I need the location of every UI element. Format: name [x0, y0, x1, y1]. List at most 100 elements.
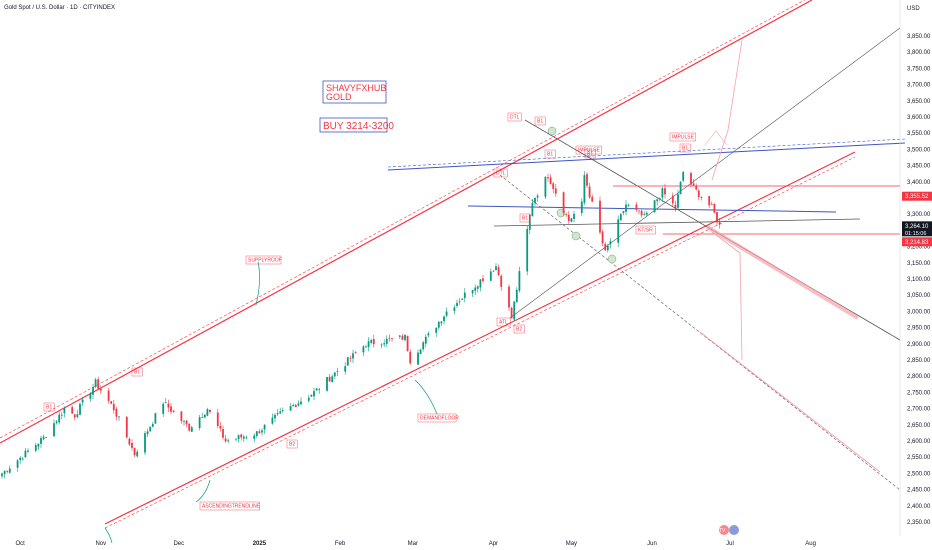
- candle-body: [697, 190, 700, 198]
- candle-body: [151, 423, 154, 427]
- asc-tail-2: [104, 527, 113, 544]
- candle: [552, 182, 555, 194]
- candle: [565, 212, 568, 217]
- candle-body: [617, 219, 620, 243]
- candle-body: [63, 408, 66, 414]
- candle: [209, 409, 211, 414]
- candle-body: [417, 352, 419, 365]
- candle: [71, 405, 74, 414]
- candle-body: [58, 414, 61, 423]
- candle: [716, 211, 718, 226]
- y-tick-label: 2,550.00: [907, 455, 931, 461]
- b1-label-nov-text: B1: [134, 370, 140, 376]
- ascending-trendline-label-text: ASCENDINGTRENDLINE: [202, 504, 261, 510]
- y-tick-label: 2,350.00: [907, 520, 931, 526]
- candle: [37, 443, 40, 450]
- candle-body: [385, 338, 388, 344]
- candle: [534, 197, 536, 206]
- y-tick-label: 2,600.00: [907, 439, 931, 445]
- candle-body: [640, 210, 643, 216]
- y-tick-label: 3,600.00: [907, 115, 931, 121]
- candle: [562, 191, 565, 217]
- candle-body: [94, 379, 97, 387]
- b1-label-jun: B1: [679, 143, 691, 153]
- candle-body: [146, 431, 149, 435]
- candle-body: [528, 214, 531, 230]
- candle: [713, 203, 716, 214]
- candle: [471, 289, 474, 297]
- candle-body: [424, 336, 427, 344]
- candle: [583, 171, 586, 206]
- candle-body: [289, 405, 292, 411]
- candle-body: [118, 416, 120, 418]
- candle: [528, 214, 531, 235]
- candle-body: [445, 311, 448, 316]
- candle-body: [115, 408, 118, 417]
- candle: [515, 287, 518, 303]
- candle: [242, 434, 245, 443]
- candle: [128, 437, 131, 447]
- candle: [536, 193, 539, 202]
- y-tick-label: 3,150.00: [907, 261, 931, 267]
- trade-idea-text: BUY 3214-3200: [323, 121, 394, 132]
- candle: [144, 430, 146, 456]
- candle: [60, 411, 63, 420]
- candle-body: [365, 346, 367, 348]
- candle-body: [422, 342, 425, 350]
- candle-body: [346, 357, 349, 366]
- candle-body: [625, 204, 627, 212]
- b1-label-jun-box: [679, 143, 691, 153]
- candle: [136, 449, 139, 458]
- candle: [3, 470, 6, 479]
- candle-body: [110, 401, 113, 404]
- candle-body: [495, 266, 497, 271]
- candle: [219, 421, 222, 432]
- candle-body: [526, 228, 529, 272]
- candle: [110, 400, 113, 405]
- candle-body: [344, 366, 347, 372]
- candle: [21, 457, 24, 461]
- candle-body: [609, 241, 612, 245]
- candle: [349, 355, 352, 363]
- candle: [354, 350, 357, 354]
- candle-body: [409, 351, 412, 364]
- candle: [658, 197, 661, 202]
- b1-label-may-text: B1: [587, 152, 593, 158]
- candle-body: [549, 177, 552, 185]
- candle: [307, 394, 310, 403]
- current-price-tag-text: 3,264.10: [905, 224, 929, 230]
- candle: [79, 402, 81, 416]
- candle-body: [45, 436, 48, 438]
- candle-body: [456, 302, 458, 307]
- candle: [151, 421, 154, 427]
- impulse-label-2: IMPULSE: [669, 132, 696, 142]
- impulse-label-2-box: [669, 132, 696, 142]
- candle-body: [164, 401, 167, 403]
- candle-body: [531, 202, 534, 217]
- projection-arrow-up: [711, 39, 743, 181]
- candle: [695, 183, 698, 191]
- candle: [183, 419, 185, 426]
- candle: [58, 411, 61, 425]
- candle: [656, 198, 659, 206]
- support-price-tag-bg: [902, 237, 932, 247]
- atl-label: ATL: [496, 317, 511, 327]
- candle: [253, 433, 256, 443]
- candle: [437, 320, 440, 330]
- candle-body: [461, 298, 464, 300]
- candle-body: [1, 473, 3, 477]
- projection-lower-line: [699, 331, 881, 473]
- candle: [456, 299, 458, 308]
- candle-body: [8, 468, 11, 473]
- candle-body: [562, 192, 565, 213]
- candle: [625, 200, 627, 216]
- y-tick-label: 3,700.00: [907, 83, 931, 89]
- candle: [619, 213, 622, 221]
- candle: [661, 186, 664, 203]
- candle-body: [222, 428, 224, 438]
- candle: [281, 407, 284, 414]
- candle-body: [154, 413, 157, 424]
- projection-arrow-down: [711, 231, 743, 361]
- dtl-label-mid-text: DTL: [496, 171, 506, 177]
